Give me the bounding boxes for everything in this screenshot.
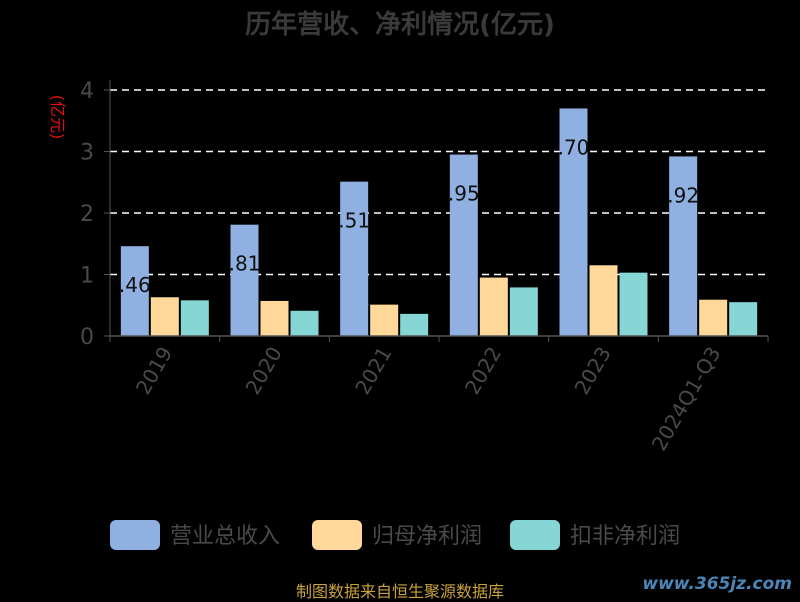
chart-title: 历年营收、净利情况(亿元) — [245, 10, 555, 40]
bar-1-2020 — [230, 224, 259, 336]
bar-1-2023 — [559, 108, 588, 336]
bar-3-2024Q1-Q3 — [729, 302, 758, 336]
grid-layer — [110, 89, 768, 276]
data-label: .46 — [119, 273, 151, 297]
bar-3-2023 — [619, 272, 648, 336]
bar-1-2021 — [340, 181, 369, 336]
x-tick-label: 2020 — [241, 343, 287, 399]
legend-swatch — [312, 520, 362, 550]
x-tick-label: 2019 — [131, 343, 177, 399]
legend-label: 营业总收入 — [170, 524, 280, 549]
legend-label: 归母净利润 — [372, 524, 482, 549]
watermark: www.365jz.com — [642, 574, 792, 594]
axis-layer: 0 1 2 3 4 (亿元) — [48, 79, 769, 350]
legend-swatch — [110, 520, 160, 550]
bar-2-2022 — [479, 277, 508, 336]
bar-2-2024Q1-Q3 — [699, 299, 728, 336]
bar-2-2023 — [589, 265, 618, 336]
data-label: .51 — [338, 209, 370, 233]
legend-swatch — [510, 520, 560, 550]
y-tick-label: 4 — [80, 79, 94, 104]
bar-2-2021 — [370, 304, 399, 336]
bars-layer — [120, 108, 758, 336]
data-label: .92 — [667, 183, 699, 207]
y-tick-label: 0 — [80, 325, 94, 350]
bar-2-2020 — [260, 300, 289, 336]
y-tick-label: 1 — [80, 264, 94, 289]
data-label: .95 — [448, 182, 480, 206]
bar-1-2022 — [449, 154, 478, 336]
bar-1-2024Q1-Q3 — [669, 156, 698, 336]
data-label: .70 — [558, 135, 590, 159]
bar-3-2022 — [509, 287, 538, 336]
x-tick-label: 2022 — [460, 343, 506, 399]
source-footer: 制图数据来自恒生聚源数据库 — [295, 582, 504, 601]
x-tick-label: 2021 — [350, 343, 396, 399]
x-tick-label: 2024Q1-Q3 — [647, 343, 726, 455]
bar-2-2019 — [150, 297, 179, 336]
legend-label: 扣非净利润 — [570, 524, 680, 549]
bar-1-2019 — [120, 246, 149, 336]
y-tick-label: 3 — [80, 141, 94, 166]
y-tick-label: 2 — [80, 202, 94, 227]
x-tick-label: 2023 — [570, 343, 616, 399]
bar-3-2019 — [180, 300, 209, 336]
bar-3-2021 — [400, 313, 429, 336]
bar-3-2020 — [290, 310, 319, 336]
y-axis-label: (亿元) — [48, 95, 67, 140]
data-label: .81 — [229, 252, 261, 276]
legend-layer: 营业总收入 归母净利润 扣非净利润 — [110, 520, 680, 550]
